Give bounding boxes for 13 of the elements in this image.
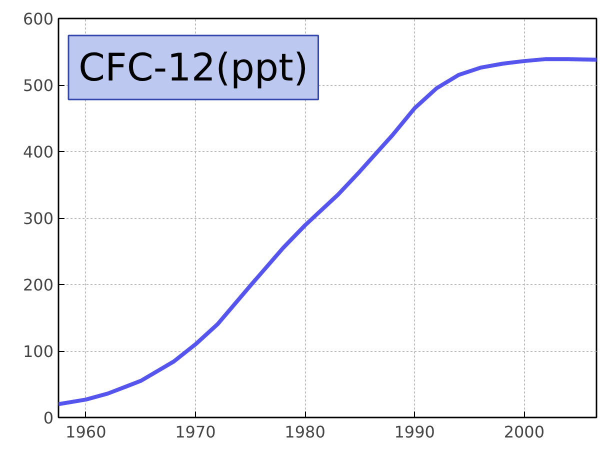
y-tick-label: 0 [43, 408, 54, 428]
y-tick-label: 400 [22, 142, 54, 162]
x-tick-label: 1990 [394, 422, 435, 442]
y-tick-label: 500 [22, 76, 54, 95]
x-tick-label: 1960 [66, 422, 106, 442]
x-tick-label: 2000 [504, 422, 545, 442]
x-tick-label: 1980 [284, 422, 326, 442]
y-tick-label: 100 [22, 342, 54, 361]
y-tick-label: 600 [22, 10, 54, 28]
y-tick-label: 300 [22, 209, 54, 228]
x-tick-label: 1970 [175, 422, 216, 442]
text: CFC-12(ppt) [78, 46, 308, 90]
y-tick-label: 200 [22, 276, 54, 294]
